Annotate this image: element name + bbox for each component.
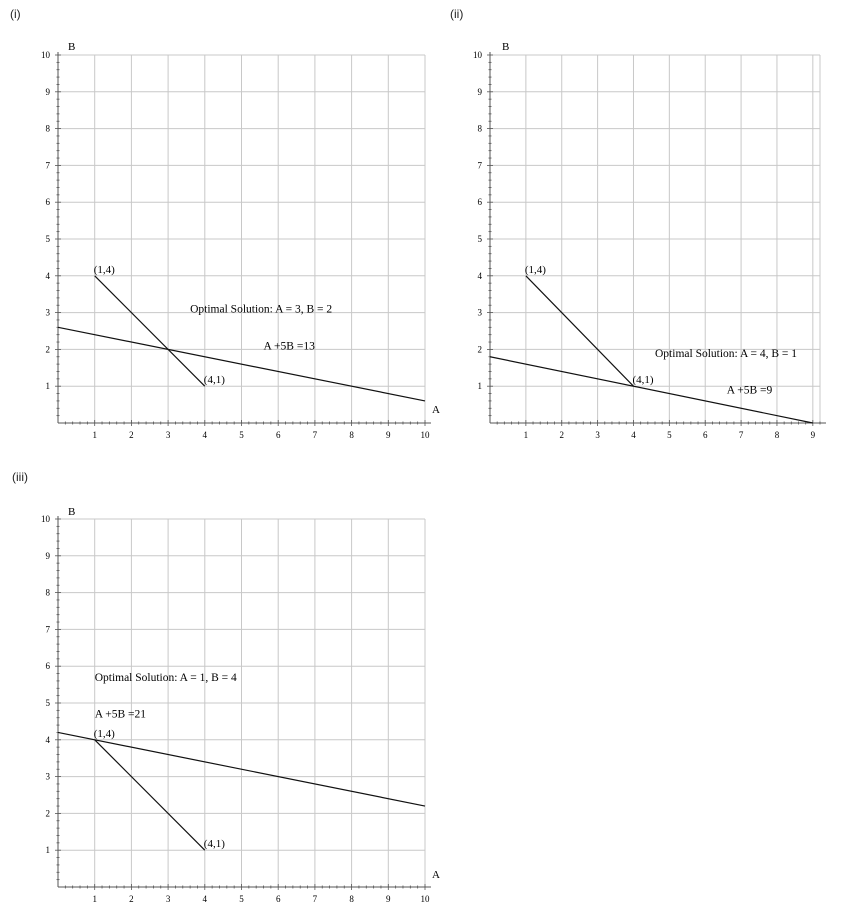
y-tick-label: 6 bbox=[46, 661, 51, 671]
y-tick-label: 2 bbox=[478, 344, 483, 354]
x-tick-label: 5 bbox=[667, 430, 672, 440]
x-tick-label: 2 bbox=[559, 430, 564, 440]
y-axis-label: B bbox=[502, 41, 509, 53]
x-tick-label: 9 bbox=[386, 430, 391, 440]
x-tick-label: 3 bbox=[595, 430, 600, 440]
x-tick-label: 9 bbox=[386, 894, 391, 902]
objective-line bbox=[489, 356, 813, 424]
panel-label: (ii) bbox=[450, 7, 463, 21]
y-tick-label: 9 bbox=[46, 551, 51, 561]
point-label: (1,4) bbox=[94, 728, 115, 740]
y-tick-label: 10 bbox=[473, 50, 483, 60]
y-tick-label: 7 bbox=[46, 624, 51, 634]
objective-line bbox=[57, 326, 426, 402]
x-tick-label: 1 bbox=[524, 430, 529, 440]
annotation: Optimal Solution: A = 4, B = 1 bbox=[655, 348, 797, 360]
chart-panel-3: (iii) 1 2 3 4 5 6 7 8 9 10 1 2 3 4 5 6 7 8 9 10 A B (1,4) (4,1) O… bbox=[12, 470, 440, 902]
y-tick-label: 7 bbox=[46, 160, 51, 170]
objective-line bbox=[57, 731, 426, 807]
y-tick-label: 4 bbox=[478, 271, 483, 281]
y-tick-label: 3 bbox=[46, 772, 51, 782]
x-tick-label: 5 bbox=[239, 894, 244, 902]
x-tick-label: 3 bbox=[166, 430, 171, 440]
x-tick-label: 8 bbox=[349, 430, 354, 440]
y-tick-label: 5 bbox=[46, 234, 51, 244]
point-label: (1,4) bbox=[94, 264, 115, 276]
y-tick-label: 1 bbox=[46, 845, 51, 855]
constraint-line bbox=[94, 739, 206, 851]
point-label: (4,1) bbox=[632, 374, 653, 386]
x-tick-label: 7 bbox=[313, 894, 318, 902]
annotation: Optimal Solution: A = 1, B = 4 bbox=[95, 672, 237, 684]
point-label: (4,1) bbox=[204, 374, 225, 386]
x-tick-label: 3 bbox=[166, 894, 171, 902]
x-tick-label: 2 bbox=[129, 430, 134, 440]
y-tick-label: 2 bbox=[46, 808, 51, 818]
y-tick-label: 3 bbox=[46, 308, 51, 318]
annotation: A +5B =9 bbox=[727, 385, 773, 397]
y-tick-label: 8 bbox=[46, 124, 51, 134]
constraint-line bbox=[94, 275, 206, 387]
x-tick-label: 6 bbox=[276, 894, 281, 902]
annotation: A +5B =13 bbox=[264, 340, 316, 352]
x-tick-label: 7 bbox=[313, 430, 318, 440]
point-label: (4,1) bbox=[204, 838, 225, 850]
y-tick-label: 8 bbox=[478, 124, 483, 134]
x-tick-label: 8 bbox=[775, 430, 780, 440]
x-tick-label: 4 bbox=[203, 894, 208, 902]
y-tick-label: 4 bbox=[46, 271, 51, 281]
x-tick-label: 10 bbox=[421, 430, 431, 440]
x-tick-label: 9 bbox=[811, 430, 816, 440]
y-tick-label: 6 bbox=[478, 197, 483, 207]
x-tick-label: 6 bbox=[276, 430, 281, 440]
chart-panel-2: (ii) 1 2 3 4 5 6 7 8 9 1 2 3 4 5 6 7 8 9 10 B (1,4) (4,1) Optim… bbox=[450, 7, 826, 440]
x-tick-label: 4 bbox=[203, 430, 208, 440]
y-tick-label: 10 bbox=[41, 50, 51, 60]
x-tick-label: 10 bbox=[421, 894, 431, 902]
y-tick-label: 9 bbox=[478, 87, 483, 97]
x-tick-label: 1 bbox=[92, 430, 97, 440]
y-tick-label: 7 bbox=[478, 160, 483, 170]
annotation: Optimal Solution: A = 3, B = 2 bbox=[190, 304, 332, 316]
y-tick-label: 4 bbox=[46, 735, 51, 745]
y-tick-label: 10 bbox=[41, 514, 51, 524]
y-tick-label: 1 bbox=[46, 381, 51, 391]
y-tick-label: 9 bbox=[46, 87, 51, 97]
x-tick-label: 8 bbox=[349, 894, 354, 902]
y-axis-label: B bbox=[68, 506, 75, 518]
y-tick-label: 5 bbox=[478, 234, 483, 244]
annotation: A +5B =21 bbox=[95, 709, 147, 721]
x-axis-label: A bbox=[432, 404, 440, 416]
x-axis-label: A bbox=[432, 869, 440, 881]
x-tick-label: 5 bbox=[239, 430, 244, 440]
x-tick-label: 7 bbox=[739, 430, 744, 440]
y-tick-label: 8 bbox=[46, 588, 51, 598]
y-tick-label: 1 bbox=[478, 381, 483, 391]
x-tick-label: 2 bbox=[129, 894, 134, 902]
chart-panel-1: (i) 1 2 3 4 5 6 7 8 9 10 1 2 3 4 5 6 7 8 9 10 A B (1,4) (4,1) Opt… bbox=[10, 7, 440, 440]
point-label: (1,4) bbox=[525, 264, 546, 276]
panel-label: (i) bbox=[10, 7, 21, 21]
y-tick-label: 5 bbox=[46, 698, 51, 708]
y-tick-label: 2 bbox=[46, 344, 51, 354]
constraint-line bbox=[525, 275, 634, 387]
x-tick-label: 4 bbox=[631, 430, 636, 440]
y-tick-label: 3 bbox=[478, 308, 483, 318]
panel-label: (iii) bbox=[12, 470, 28, 484]
x-tick-label: 1 bbox=[92, 894, 97, 902]
x-tick-label: 6 bbox=[703, 430, 708, 440]
y-tick-label: 6 bbox=[46, 197, 51, 207]
y-axis-label: B bbox=[68, 41, 75, 53]
